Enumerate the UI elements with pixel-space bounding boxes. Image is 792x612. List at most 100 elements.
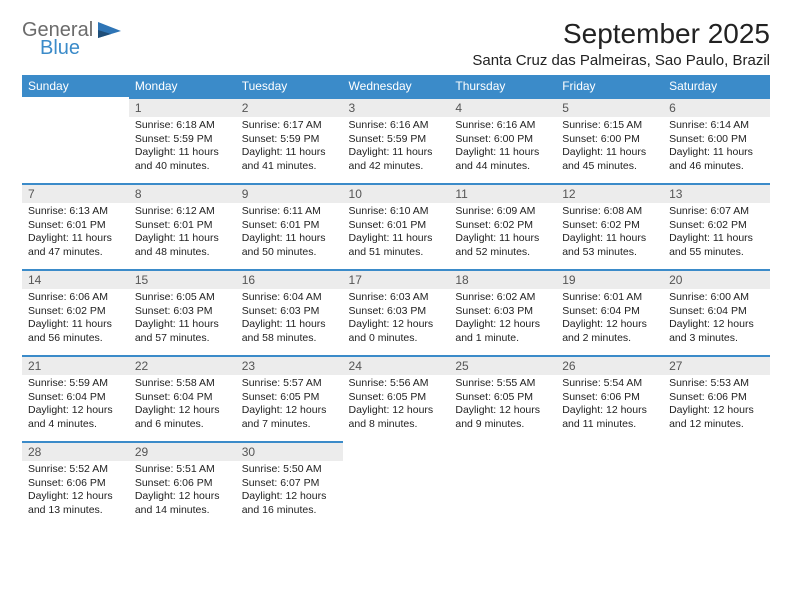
day-number: 30 — [236, 441, 343, 461]
calendar-cell — [556, 441, 663, 527]
logo-line2: Blue — [40, 38, 93, 58]
day-details: Sunrise: 5:51 AMSunset: 6:06 PMDaylight:… — [129, 461, 236, 522]
calendar-cell: 7Sunrise: 6:13 AMSunset: 6:01 PMDaylight… — [22, 183, 129, 269]
day-number: 12 — [556, 183, 663, 203]
day-number: 11 — [449, 183, 556, 203]
day-number: 6 — [663, 97, 770, 117]
calendar-table: SundayMondayTuesdayWednesdayThursdayFrid… — [22, 75, 770, 527]
calendar-cell: 9Sunrise: 6:11 AMSunset: 6:01 PMDaylight… — [236, 183, 343, 269]
calendar-cell: 11Sunrise: 6:09 AMSunset: 6:02 PMDayligh… — [449, 183, 556, 269]
day-details: Sunrise: 6:05 AMSunset: 6:03 PMDaylight:… — [129, 289, 236, 350]
day-number: 21 — [22, 355, 129, 375]
day-number: 22 — [129, 355, 236, 375]
calendar-cell: 16Sunrise: 6:04 AMSunset: 6:03 PMDayligh… — [236, 269, 343, 355]
day-details: Sunrise: 5:55 AMSunset: 6:05 PMDaylight:… — [449, 375, 556, 436]
calendar-header-row: SundayMondayTuesdayWednesdayThursdayFrid… — [22, 75, 770, 97]
title-block: September 2025 Santa Cruz das Palmeiras,… — [472, 18, 770, 69]
day-number: 10 — [343, 183, 450, 203]
day-details: Sunrise: 6:07 AMSunset: 6:02 PMDaylight:… — [663, 203, 770, 264]
flag-icon — [97, 20, 123, 45]
day-header: Sunday — [22, 75, 129, 97]
day-number: 14 — [22, 269, 129, 289]
logo: General Blue — [22, 18, 123, 58]
calendar-cell: 2Sunrise: 6:17 AMSunset: 5:59 PMDaylight… — [236, 97, 343, 183]
calendar-cell: 26Sunrise: 5:54 AMSunset: 6:06 PMDayligh… — [556, 355, 663, 441]
calendar-cell: 15Sunrise: 6:05 AMSunset: 6:03 PMDayligh… — [129, 269, 236, 355]
location: Santa Cruz das Palmeiras, Sao Paulo, Bra… — [472, 52, 770, 69]
day-details: Sunrise: 6:10 AMSunset: 6:01 PMDaylight:… — [343, 203, 450, 264]
calendar-week: 1Sunrise: 6:18 AMSunset: 5:59 PMDaylight… — [22, 97, 770, 183]
day-details: Sunrise: 6:03 AMSunset: 6:03 PMDaylight:… — [343, 289, 450, 350]
calendar-cell: 28Sunrise: 5:52 AMSunset: 6:06 PMDayligh… — [22, 441, 129, 527]
day-details: Sunrise: 6:15 AMSunset: 6:00 PMDaylight:… — [556, 117, 663, 178]
day-details: Sunrise: 5:53 AMSunset: 6:06 PMDaylight:… — [663, 375, 770, 436]
calendar-cell: 3Sunrise: 6:16 AMSunset: 5:59 PMDaylight… — [343, 97, 450, 183]
calendar-cell: 1Sunrise: 6:18 AMSunset: 5:59 PMDaylight… — [129, 97, 236, 183]
day-details: Sunrise: 6:17 AMSunset: 5:59 PMDaylight:… — [236, 117, 343, 178]
day-number: 15 — [129, 269, 236, 289]
calendar-cell: 25Sunrise: 5:55 AMSunset: 6:05 PMDayligh… — [449, 355, 556, 441]
day-number: 8 — [129, 183, 236, 203]
day-number: 24 — [343, 355, 450, 375]
logo-text: General Blue — [22, 20, 93, 58]
day-header: Monday — [129, 75, 236, 97]
day-details: Sunrise: 6:01 AMSunset: 6:04 PMDaylight:… — [556, 289, 663, 350]
day-header: Saturday — [663, 75, 770, 97]
day-number: 1 — [129, 97, 236, 117]
calendar-cell: 30Sunrise: 5:50 AMSunset: 6:07 PMDayligh… — [236, 441, 343, 527]
day-number: 16 — [236, 269, 343, 289]
day-details: Sunrise: 5:52 AMSunset: 6:06 PMDaylight:… — [22, 461, 129, 522]
calendar-body: 1Sunrise: 6:18 AMSunset: 5:59 PMDaylight… — [22, 97, 770, 527]
calendar-cell: 8Sunrise: 6:12 AMSunset: 6:01 PMDaylight… — [129, 183, 236, 269]
day-number: 20 — [663, 269, 770, 289]
day-details: Sunrise: 5:57 AMSunset: 6:05 PMDaylight:… — [236, 375, 343, 436]
calendar-cell: 19Sunrise: 6:01 AMSunset: 6:04 PMDayligh… — [556, 269, 663, 355]
calendar-week: 28Sunrise: 5:52 AMSunset: 6:06 PMDayligh… — [22, 441, 770, 527]
calendar-week: 14Sunrise: 6:06 AMSunset: 6:02 PMDayligh… — [22, 269, 770, 355]
calendar-week: 21Sunrise: 5:59 AMSunset: 6:04 PMDayligh… — [22, 355, 770, 441]
day-number: 2 — [236, 97, 343, 117]
day-number: 4 — [449, 97, 556, 117]
header: General Blue September 2025 Santa Cruz d… — [22, 18, 770, 69]
day-number: 26 — [556, 355, 663, 375]
calendar-cell: 4Sunrise: 6:16 AMSunset: 6:00 PMDaylight… — [449, 97, 556, 183]
day-number: 3 — [343, 97, 450, 117]
day-details: Sunrise: 6:16 AMSunset: 6:00 PMDaylight:… — [449, 117, 556, 178]
calendar-cell: 29Sunrise: 5:51 AMSunset: 6:06 PMDayligh… — [129, 441, 236, 527]
calendar-cell: 27Sunrise: 5:53 AMSunset: 6:06 PMDayligh… — [663, 355, 770, 441]
day-number: 9 — [236, 183, 343, 203]
day-number: 5 — [556, 97, 663, 117]
day-header: Tuesday — [236, 75, 343, 97]
calendar-cell: 12Sunrise: 6:08 AMSunset: 6:02 PMDayligh… — [556, 183, 663, 269]
day-details: Sunrise: 6:09 AMSunset: 6:02 PMDaylight:… — [449, 203, 556, 264]
day-details: Sunrise: 6:06 AMSunset: 6:02 PMDaylight:… — [22, 289, 129, 350]
day-number: 17 — [343, 269, 450, 289]
calendar-cell: 14Sunrise: 6:06 AMSunset: 6:02 PMDayligh… — [22, 269, 129, 355]
day-details: Sunrise: 6:16 AMSunset: 5:59 PMDaylight:… — [343, 117, 450, 178]
calendar-cell: 13Sunrise: 6:07 AMSunset: 6:02 PMDayligh… — [663, 183, 770, 269]
day-details: Sunrise: 6:04 AMSunset: 6:03 PMDaylight:… — [236, 289, 343, 350]
day-number: 29 — [129, 441, 236, 461]
day-number: 27 — [663, 355, 770, 375]
day-details: Sunrise: 6:00 AMSunset: 6:04 PMDaylight:… — [663, 289, 770, 350]
day-details: Sunrise: 6:12 AMSunset: 6:01 PMDaylight:… — [129, 203, 236, 264]
calendar-cell — [663, 441, 770, 527]
day-details: Sunrise: 6:13 AMSunset: 6:01 PMDaylight:… — [22, 203, 129, 264]
calendar-cell: 10Sunrise: 6:10 AMSunset: 6:01 PMDayligh… — [343, 183, 450, 269]
day-header: Friday — [556, 75, 663, 97]
calendar-cell: 20Sunrise: 6:00 AMSunset: 6:04 PMDayligh… — [663, 269, 770, 355]
day-details: Sunrise: 5:54 AMSunset: 6:06 PMDaylight:… — [556, 375, 663, 436]
calendar-cell — [449, 441, 556, 527]
day-number: 25 — [449, 355, 556, 375]
day-number: 23 — [236, 355, 343, 375]
calendar-cell — [343, 441, 450, 527]
day-number: 7 — [22, 183, 129, 203]
day-number: 28 — [22, 441, 129, 461]
day-details: Sunrise: 6:18 AMSunset: 5:59 PMDaylight:… — [129, 117, 236, 178]
day-details: Sunrise: 6:08 AMSunset: 6:02 PMDaylight:… — [556, 203, 663, 264]
calendar-cell: 17Sunrise: 6:03 AMSunset: 6:03 PMDayligh… — [343, 269, 450, 355]
day-number: 13 — [663, 183, 770, 203]
calendar-cell: 22Sunrise: 5:58 AMSunset: 6:04 PMDayligh… — [129, 355, 236, 441]
calendar-cell: 24Sunrise: 5:56 AMSunset: 6:05 PMDayligh… — [343, 355, 450, 441]
day-header: Wednesday — [343, 75, 450, 97]
